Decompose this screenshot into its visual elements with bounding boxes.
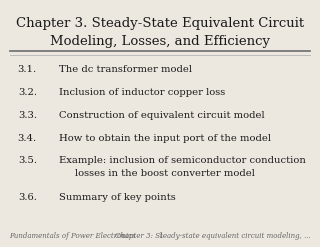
Text: Example: inclusion of semiconductor conduction: Example: inclusion of semiconductor cond… xyxy=(59,156,306,165)
Text: Summary of key points: Summary of key points xyxy=(59,193,176,202)
Text: 3.2.: 3.2. xyxy=(18,88,37,97)
Text: 3.6.: 3.6. xyxy=(18,193,37,202)
Text: How to obtain the input port of the model: How to obtain the input port of the mode… xyxy=(59,134,271,143)
Text: 1: 1 xyxy=(158,232,162,240)
Text: losses in the boost converter model: losses in the boost converter model xyxy=(75,169,255,178)
Text: The dc transformer model: The dc transformer model xyxy=(59,65,192,74)
Text: Construction of equivalent circuit model: Construction of equivalent circuit model xyxy=(59,111,265,120)
Text: 3.4.: 3.4. xyxy=(18,134,37,143)
Text: Chapter 3: Steady-state equivalent circuit modeling, ...: Chapter 3: Steady-state equivalent circu… xyxy=(115,232,310,240)
Text: 3.5.: 3.5. xyxy=(18,156,37,165)
Text: 3.3.: 3.3. xyxy=(18,111,37,120)
Text: Chapter 3. Steady-State Equivalent Circuit
Modeling, Losses, and Efficiency: Chapter 3. Steady-State Equivalent Circu… xyxy=(16,17,304,48)
Text: Inclusion of inductor copper loss: Inclusion of inductor copper loss xyxy=(59,88,226,97)
Text: Fundamentals of Power Electronics: Fundamentals of Power Electronics xyxy=(10,232,136,240)
Text: 3.1.: 3.1. xyxy=(18,65,37,74)
